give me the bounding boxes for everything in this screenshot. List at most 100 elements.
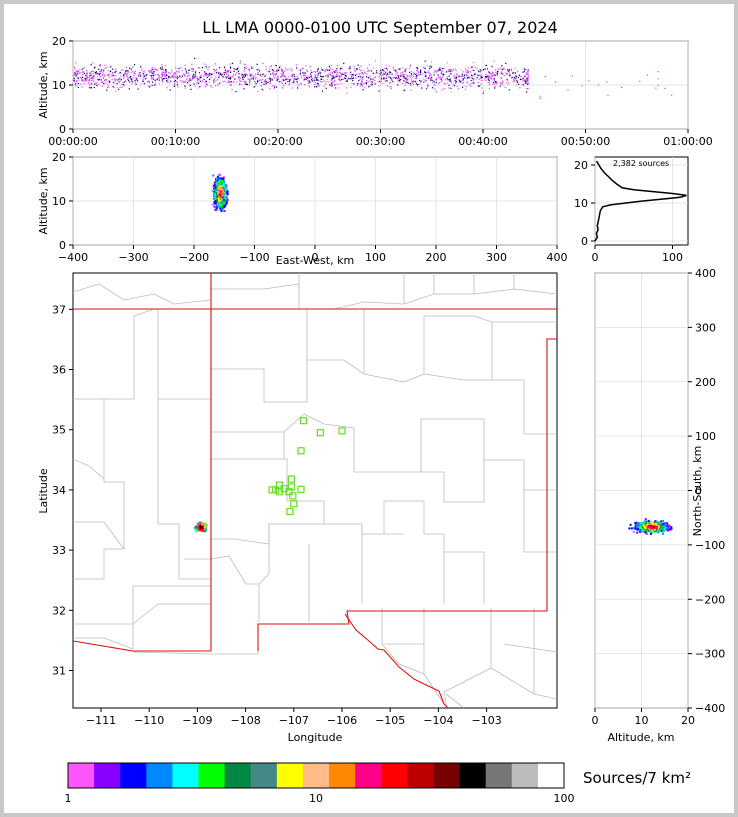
source-point [174, 83, 176, 85]
source-point [364, 71, 366, 73]
source-point [265, 68, 267, 71]
source-point [335, 69, 337, 72]
ytick-label: 300 [695, 321, 716, 334]
source-cell [662, 532, 665, 535]
source-point [402, 90, 404, 92]
source-cell [223, 204, 226, 207]
source-point [486, 75, 488, 77]
source-point [522, 79, 524, 81]
source-point [396, 71, 398, 74]
source-point [495, 82, 498, 84]
source-point [338, 78, 340, 81]
source-point [418, 84, 420, 86]
source-point [153, 70, 156, 72]
source-cell [197, 527, 200, 530]
source-point [339, 77, 341, 79]
source-point [488, 75, 490, 77]
source-point [447, 69, 450, 71]
source-point [366, 73, 368, 75]
source-cell [196, 524, 199, 527]
source-point [148, 85, 150, 87]
source-point [187, 72, 189, 74]
source-point [201, 79, 204, 82]
source-point [462, 71, 465, 73]
source-point [411, 73, 413, 75]
source-point [249, 75, 252, 77]
source-point [336, 72, 338, 74]
source-cell [223, 182, 226, 185]
source-point [527, 87, 529, 90]
source-cell [659, 520, 662, 523]
source-point [183, 75, 186, 77]
source-point [493, 74, 495, 76]
source-point [193, 83, 195, 85]
source-cell [218, 201, 221, 204]
source-point [432, 80, 434, 82]
source-point [409, 65, 412, 67]
source-point [442, 77, 444, 79]
source-point [388, 76, 390, 79]
source-point [424, 60, 426, 62]
source-point [331, 72, 333, 74]
source-point [237, 67, 239, 69]
source-point [101, 85, 103, 87]
source-cell [670, 527, 673, 530]
source-point [162, 72, 164, 74]
source-point [328, 81, 330, 83]
source-cell [651, 524, 654, 527]
source-point [235, 68, 237, 71]
source-point [220, 74, 223, 76]
source-point [277, 75, 279, 77]
source-point [493, 60, 495, 62]
source-point [284, 82, 287, 84]
source-point [350, 77, 353, 79]
source-cell [643, 529, 646, 532]
source-point [423, 78, 425, 80]
source-point [240, 77, 242, 79]
source-point [94, 66, 96, 69]
source-point [161, 71, 163, 74]
source-point [367, 76, 369, 79]
source-point [139, 75, 142, 77]
source-point [410, 89, 412, 91]
source-point [515, 77, 517, 79]
source-point [337, 75, 340, 77]
source-point [524, 81, 526, 83]
source-point [171, 71, 173, 73]
source-point [174, 75, 176, 77]
source-point [331, 77, 333, 79]
source-point [205, 85, 207, 87]
source-point [239, 62, 241, 64]
source-point [524, 68, 526, 71]
source-point [96, 78, 99, 80]
source-point [337, 71, 339, 74]
source-point [362, 89, 364, 91]
source-cell [219, 184, 222, 187]
source-point [123, 73, 125, 75]
source-point [149, 85, 151, 87]
source-point [135, 79, 137, 81]
source-point [527, 72, 529, 75]
source-point [91, 79, 94, 81]
source-point [503, 68, 505, 70]
source-point [522, 80, 524, 82]
source-cell [217, 186, 220, 189]
source-point [330, 73, 332, 76]
source-point [273, 70, 275, 73]
source-point [293, 73, 295, 76]
source-point [136, 78, 138, 80]
source-point [135, 77, 137, 79]
source-point [243, 74, 245, 76]
ns-height-xlabel: Altitude, km [607, 731, 674, 744]
source-point [517, 70, 519, 72]
source-point [204, 72, 206, 74]
source-point [123, 84, 125, 87]
source-cell [212, 190, 215, 193]
source-point [256, 63, 258, 65]
source-point [525, 72, 527, 74]
source-point [429, 65, 431, 67]
source-point [216, 68, 218, 70]
source-point [297, 77, 299, 79]
source-point [312, 80, 314, 82]
